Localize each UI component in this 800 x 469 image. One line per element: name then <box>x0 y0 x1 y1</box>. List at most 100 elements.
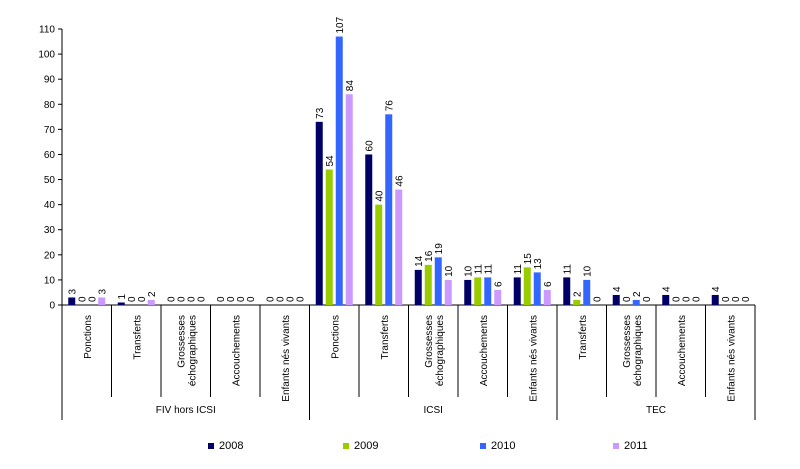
category-label: Ponctions <box>330 315 341 359</box>
data-label: 0 <box>127 296 138 302</box>
bar <box>147 299 155 305</box>
category-label: Accouchements <box>479 315 490 386</box>
data-label: 0 <box>176 296 187 302</box>
bar <box>335 36 343 305</box>
legend-label: 2008 <box>219 440 244 452</box>
bar <box>464 279 472 305</box>
data-label: 0 <box>642 296 653 302</box>
data-label: 0 <box>166 296 177 302</box>
y-tick-label: 30 <box>44 225 56 236</box>
data-label: 2 <box>632 291 643 297</box>
data-label: 11 <box>513 264 524 275</box>
y-tick-label: 100 <box>38 50 55 61</box>
data-label: 0 <box>691 296 702 302</box>
legend-label: 2011 <box>624 440 648 452</box>
data-label: 10 <box>463 265 474 277</box>
data-label: 1 <box>117 293 128 299</box>
bar <box>434 257 442 305</box>
bar <box>325 169 333 305</box>
bar <box>345 94 353 306</box>
y-tick-label: 50 <box>44 175 56 186</box>
category-label: Transferts <box>132 315 143 360</box>
bar <box>98 297 106 305</box>
data-label: 0 <box>216 296 227 302</box>
data-label: 0 <box>265 296 276 302</box>
bar <box>711 294 719 305</box>
data-label: 0 <box>137 296 148 302</box>
legend-item: 2011 <box>613 440 648 452</box>
category-label: échographiques <box>633 315 644 386</box>
bar <box>444 279 452 305</box>
data-label: 0 <box>77 296 88 302</box>
group-label: TEC <box>646 405 666 416</box>
data-label: 0 <box>741 296 752 302</box>
data-label: 0 <box>226 296 237 302</box>
data-label: 46 <box>394 175 405 187</box>
y-tick-label: 110 <box>39 25 55 36</box>
bar <box>484 277 492 305</box>
data-label: 54 <box>325 155 336 167</box>
y-tick-label: 40 <box>44 200 56 211</box>
data-label: 0 <box>295 296 306 302</box>
group-label: FIV hors ICSI <box>156 405 216 416</box>
data-label: 16 <box>424 250 435 262</box>
legend-item: 2009 <box>343 440 378 452</box>
data-label: 0 <box>246 296 257 302</box>
bar <box>424 264 432 305</box>
data-label: 3 <box>97 288 108 294</box>
data-label: 10 <box>444 265 455 277</box>
data-label: 76 <box>384 100 395 112</box>
category-label: Enfants nés vivants <box>726 315 737 402</box>
legend-item: 2010 <box>480 440 515 452</box>
category-label: Grossesses <box>424 315 435 368</box>
category-label: Transferts <box>380 315 391 360</box>
data-label: 0 <box>592 296 603 302</box>
legend-swatch <box>613 443 619 449</box>
bar <box>573 299 581 305</box>
data-label: 2 <box>147 291 158 297</box>
data-label: 2 <box>572 291 583 297</box>
category-label: Grossesses <box>622 315 633 368</box>
data-label: 0 <box>671 296 682 302</box>
legend-item: 2008 <box>208 440 243 452</box>
legend-swatch <box>480 443 486 449</box>
bar <box>365 154 373 305</box>
data-label: 0 <box>186 296 197 302</box>
bar <box>513 277 521 305</box>
legend-swatch <box>208 443 214 449</box>
data-label: 11 <box>562 264 573 275</box>
bar <box>315 121 323 305</box>
data-label: 14 <box>414 255 425 267</box>
data-label: 15 <box>523 253 534 265</box>
data-label: 0 <box>681 296 692 302</box>
bar <box>474 277 482 305</box>
data-label: 3 <box>67 288 78 294</box>
data-label: 60 <box>364 140 375 152</box>
bar <box>375 204 383 305</box>
data-label: 4 <box>711 286 722 292</box>
data-label: 73 <box>315 107 326 119</box>
data-label: 6 <box>543 281 554 287</box>
bar <box>395 189 403 305</box>
category-label: Accouchements <box>677 315 688 386</box>
category-label: Enfants nés vivants <box>281 315 292 402</box>
y-tick-label: 10 <box>44 275 56 286</box>
bar <box>662 294 670 305</box>
legend-label: 2010 <box>491 440 516 452</box>
bar <box>385 114 393 306</box>
group-label: ICSI <box>424 405 443 416</box>
y-tick-label: 80 <box>44 100 56 111</box>
data-label: 0 <box>731 296 742 302</box>
category-label: échographiques <box>435 315 446 386</box>
data-label: 6 <box>493 281 504 287</box>
y-tick-label: 90 <box>44 75 56 86</box>
data-label: 107 <box>335 16 346 33</box>
legend: 2008 2009 2010 2011 <box>0 440 800 462</box>
bar <box>583 279 591 305</box>
data-label: 0 <box>87 296 98 302</box>
data-label: 0 <box>721 296 732 302</box>
bar <box>523 267 531 305</box>
y-tick-label: 60 <box>44 150 56 161</box>
y-tick-label: 0 <box>49 301 55 312</box>
